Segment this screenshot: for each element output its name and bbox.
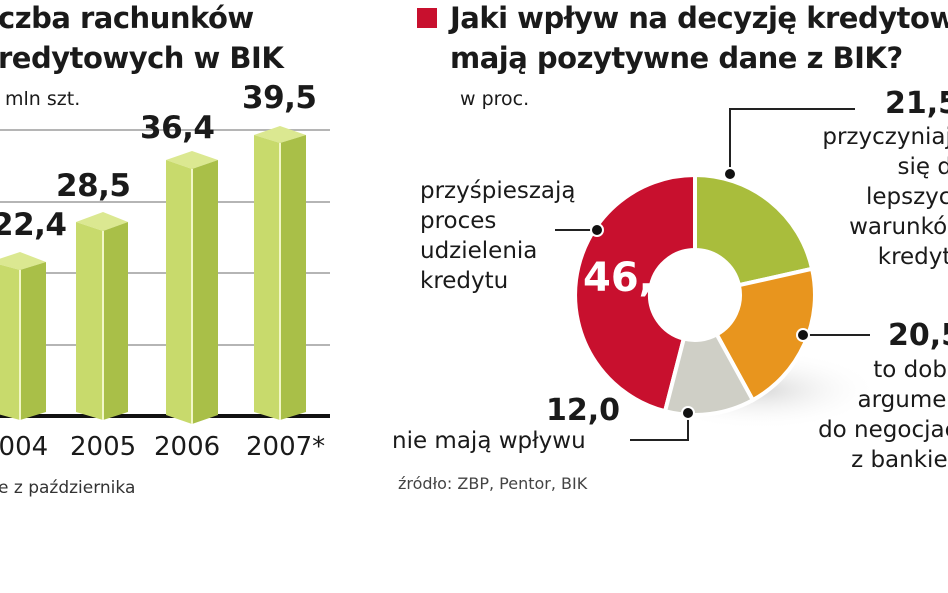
x-label-2005: 2005 — [70, 432, 137, 462]
slice-value-46: 46,0 — [583, 255, 682, 301]
bar-value-2004: 22,4 — [0, 207, 67, 243]
slice-value-12: 12,0 — [546, 393, 621, 428]
pie-chart-title-line1: Jaki wpływ na decyzję kredytowa — [450, 1, 948, 35]
bar-2004 — [0, 252, 46, 420]
bar-chart-unit: mln szt. — [5, 88, 81, 110]
donut-chart — [573, 172, 817, 417]
bar-value-2005: 28,5 — [56, 168, 131, 204]
bar-chart-title-line1: czba rachunków — [0, 1, 254, 35]
bar-value-2007: 39,5 — [242, 80, 317, 116]
label-20-5: to dobry argument do negocjacji z bankie… — [818, 357, 948, 473]
leader-dots — [590, 167, 810, 420]
x-label-2006: 2006 — [154, 432, 221, 462]
bar-chart-footnote: e z października — [0, 478, 136, 498]
slice-21-5 — [693, 172, 815, 288]
bar-chart-title-line2: redytowych w BIK — [0, 41, 284, 75]
slice-value-21-5: 21,5 — [885, 86, 948, 121]
bar-value-2006: 36,4 — [140, 110, 215, 146]
x-label-2007: 2007* — [246, 432, 326, 462]
x-label-2004: 2004 — [0, 432, 49, 462]
slice-value-20-5: 20,5 — [888, 318, 948, 353]
bar-2006 — [166, 151, 218, 424]
label-12: nie mają wpływu — [392, 428, 586, 454]
slice-46 — [573, 172, 697, 414]
bar-2007 — [254, 126, 306, 420]
label-21-5: przyczyniają się do lepszych warunków kr… — [822, 124, 948, 270]
source-note: źródło: ZBP, Pentor, BIK — [398, 474, 588, 493]
pie-chart-title-line2: mają pozytywne dane z BIK? — [450, 41, 903, 75]
label-46: przyśpieszają proces udzielenia kredytu — [420, 178, 576, 294]
slice-12 — [662, 331, 756, 417]
pie-chart-unit: w proc. — [460, 88, 530, 110]
bar-2005 — [76, 212, 128, 420]
slice-20-5 — [713, 266, 817, 403]
leader-lines — [555, 108, 870, 441]
title-marker — [417, 8, 437, 28]
